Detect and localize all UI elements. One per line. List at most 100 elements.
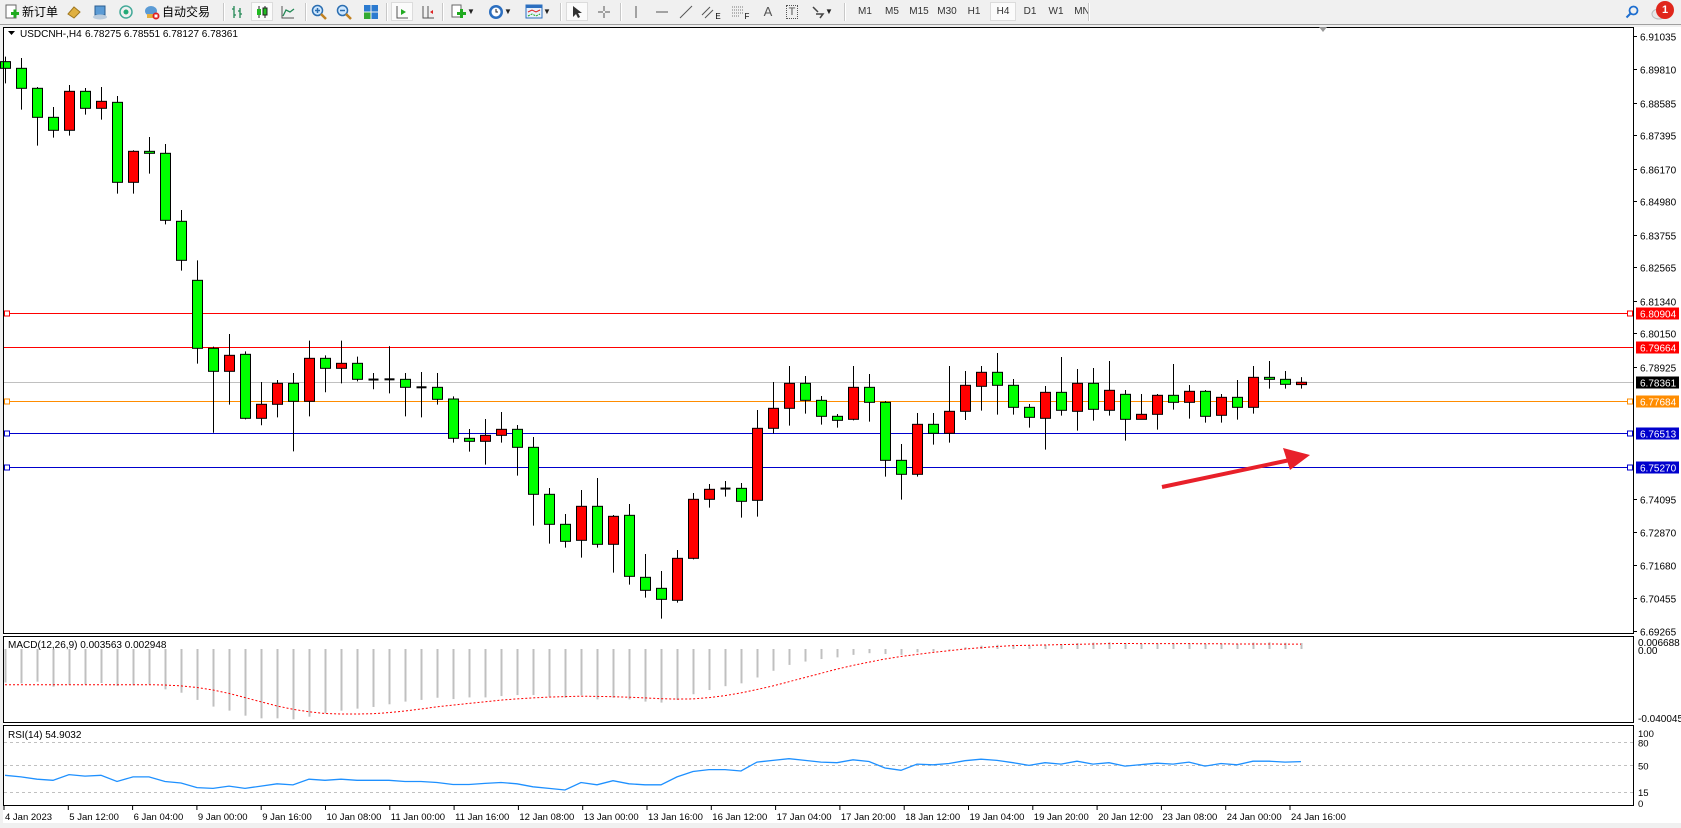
line-anchor-handle[interactable]: [1627, 430, 1633, 437]
text-label-tool-button[interactable]: T: [782, 2, 802, 21]
candle[interactable]: [704, 483, 715, 508]
candle[interactable]: [336, 340, 347, 384]
candle[interactable]: [96, 86, 107, 120]
candle[interactable]: [848, 365, 859, 421]
candle[interactable]: [560, 513, 571, 548]
candle[interactable]: [960, 370, 971, 420]
timeframe-m5[interactable]: M5: [885, 6, 899, 17]
timeframe-m30[interactable]: M30: [937, 6, 957, 17]
candle[interactable]: [736, 482, 747, 518]
candle[interactable]: [256, 381, 267, 426]
candle[interactable]: [864, 374, 875, 422]
candle[interactable]: [432, 372, 443, 405]
timeframe-mn[interactable]: MN: [1074, 6, 1090, 17]
candle[interactable]: [176, 209, 187, 271]
candle[interactable]: [1264, 360, 1275, 389]
auto-scroll-button[interactable]: [391, 2, 413, 21]
candle[interactable]: [448, 396, 459, 443]
candle[interactable]: [1040, 385, 1051, 450]
candle[interactable]: [1008, 379, 1019, 415]
candle[interactable]: [944, 365, 955, 443]
candle[interactable]: [1120, 389, 1131, 441]
new-order-button[interactable]: 新订单: [3, 2, 59, 21]
candle[interactable]: [32, 86, 43, 146]
candle[interactable]: [672, 549, 683, 603]
candle[interactable]: [80, 87, 91, 115]
text-tool-button[interactable]: A: [763, 4, 773, 19]
candle[interactable]: [896, 443, 907, 500]
candle[interactable]: [288, 372, 299, 452]
candle[interactable]: [352, 356, 363, 382]
candle[interactable]: [480, 418, 491, 465]
bar-chart-button[interactable]: [227, 2, 247, 21]
crosshair-tool-button[interactable]: [594, 2, 614, 21]
candle[interactable]: [192, 260, 203, 364]
candle[interactable]: [128, 150, 139, 194]
candle[interactable]: [976, 365, 987, 411]
candle[interactable]: [1296, 377, 1307, 389]
candle[interactable]: [160, 143, 171, 225]
collapse-triangle-icon[interactable]: [8, 31, 15, 35]
candle[interactable]: [880, 400, 891, 477]
candle[interactable]: [1248, 365, 1259, 414]
candle[interactable]: [592, 477, 603, 548]
market-watch-button[interactable]: [64, 2, 84, 21]
indicators-button[interactable]: ▼: [447, 2, 479, 21]
templates-button[interactable]: ▼: [521, 2, 555, 21]
candle[interactable]: [400, 372, 411, 417]
candle[interactable]: [624, 503, 635, 585]
line-chart-button[interactable]: [278, 2, 298, 21]
candle[interactable]: [208, 346, 219, 433]
candle[interactable]: [1072, 368, 1083, 431]
candle[interactable]: [1104, 360, 1115, 416]
timeframe-h1[interactable]: H1: [967, 6, 981, 17]
vertical-line-tool-button[interactable]: [626, 2, 646, 21]
candle[interactable]: [512, 424, 523, 476]
candle[interactable]: [416, 371, 427, 418]
search-button[interactable]: [1622, 2, 1642, 21]
candle[interactable]: [16, 57, 27, 110]
chart-shift-marker[interactable]: [1319, 27, 1327, 32]
timeframe-w1[interactable]: W1: [1048, 6, 1064, 17]
candle[interactable]: [688, 492, 699, 560]
line-anchor-handle[interactable]: [4, 398, 10, 405]
candle[interactable]: [368, 372, 379, 390]
candle[interactable]: [1216, 394, 1227, 423]
candle[interactable]: [144, 136, 155, 174]
candle[interactable]: [48, 106, 59, 138]
candle[interactable]: [272, 379, 283, 418]
timeframe-m15[interactable]: M15: [909, 6, 929, 17]
candle[interactable]: [64, 84, 75, 136]
zoom-out-button[interactable]: [334, 2, 354, 21]
candle[interactable]: [464, 428, 475, 452]
candle[interactable]: [608, 515, 619, 573]
candle[interactable]: [928, 412, 939, 445]
candle[interactable]: [1152, 394, 1163, 430]
candle[interactable]: [1168, 363, 1179, 410]
zoom-in-button[interactable]: [309, 2, 329, 21]
candlestick-chart-button[interactable]: [251, 2, 273, 21]
candle[interactable]: [1136, 394, 1147, 420]
chart-shift-button[interactable]: [418, 2, 438, 21]
candle[interactable]: [752, 409, 763, 517]
candle[interactable]: [1024, 404, 1035, 428]
candle[interactable]: [784, 365, 795, 426]
candle[interactable]: [800, 375, 811, 414]
candle[interactable]: [720, 480, 731, 497]
arrows-tool-button[interactable]: ▼: [806, 2, 838, 21]
signals-button[interactable]: [116, 2, 136, 21]
line-anchor-handle[interactable]: [1627, 464, 1633, 471]
tile-windows-button[interactable]: [361, 2, 381, 21]
candle[interactable]: [1184, 384, 1195, 419]
candle[interactable]: [320, 355, 331, 393]
candle[interactable]: [496, 412, 507, 443]
candle[interactable]: [384, 346, 395, 394]
timeframe-h4[interactable]: H4: [990, 2, 1016, 21]
cursor-tool-button[interactable]: [566, 2, 588, 21]
candle[interactable]: [1200, 389, 1211, 423]
trendline-tool-button[interactable]: [676, 2, 696, 21]
line-anchor-handle[interactable]: [4, 464, 10, 471]
data-window-button[interactable]: [90, 2, 110, 21]
line-anchor-handle[interactable]: [4, 310, 10, 317]
